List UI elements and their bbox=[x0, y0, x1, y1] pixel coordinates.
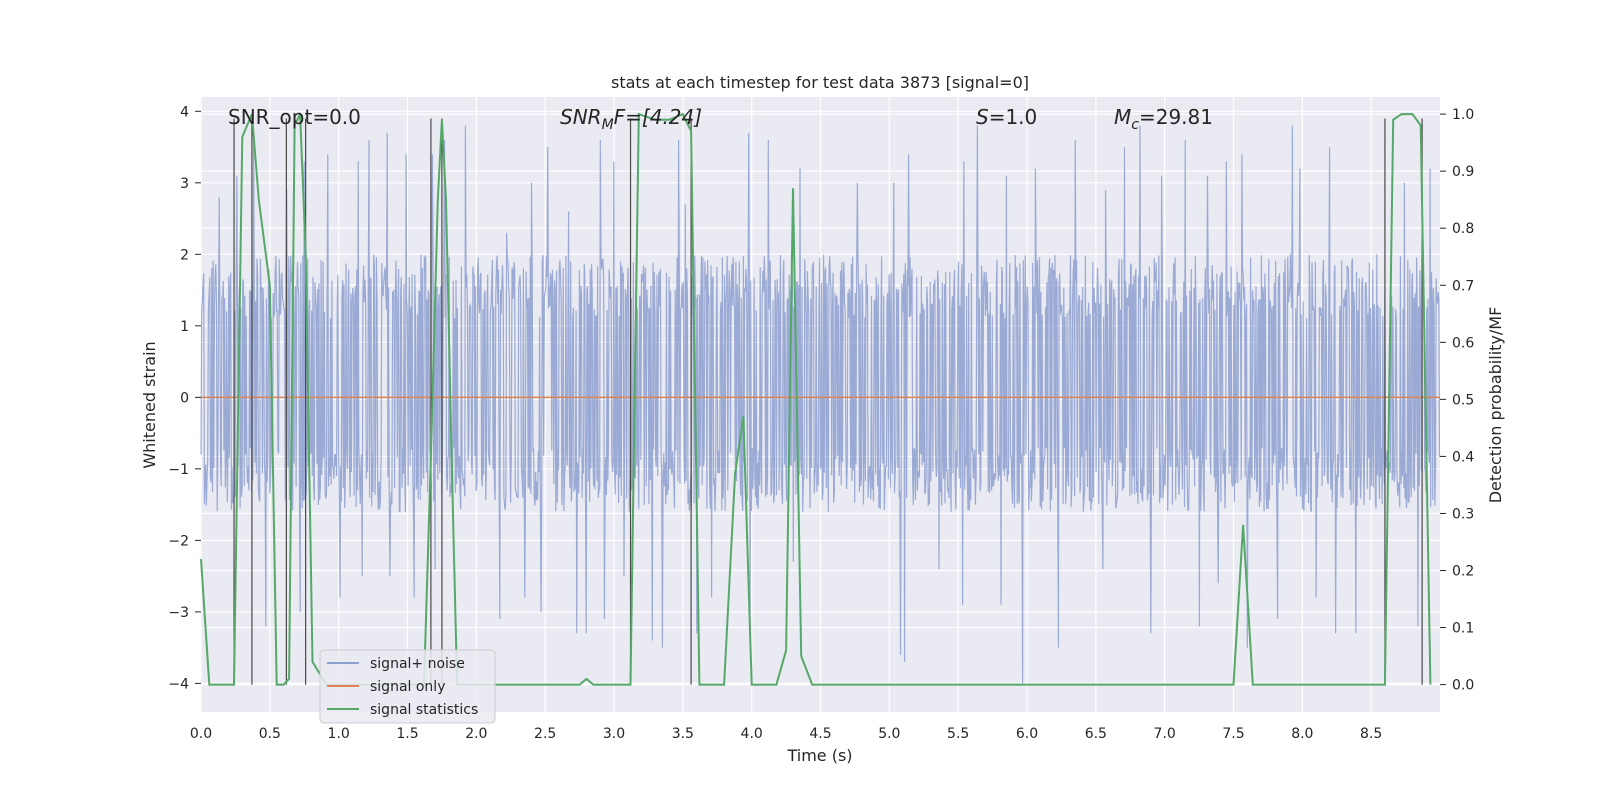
s-annotation: S=1.0 bbox=[976, 105, 1037, 129]
legend-box bbox=[319, 649, 496, 724]
x-tick-label: 1.0 bbox=[328, 726, 350, 742]
y-tick-label-left: −4 bbox=[168, 676, 189, 692]
x-tick-label: 7.5 bbox=[1222, 726, 1244, 742]
s-symbol: S bbox=[976, 105, 989, 129]
x-tick-label: 4.0 bbox=[741, 726, 763, 742]
mc-value: =29.81 bbox=[1139, 105, 1213, 129]
legend: signal+ noise signal only signal statist… bbox=[319, 649, 496, 724]
noise-series bbox=[200, 125, 1441, 684]
y-tick-label-left: −3 bbox=[168, 605, 189, 621]
y-tick-label-left: 4 bbox=[180, 104, 189, 120]
y-tick-label-left: −2 bbox=[168, 533, 189, 549]
y-tick-label-right: 0.9 bbox=[1452, 164, 1474, 180]
x-tick-label: 3.5 bbox=[672, 726, 694, 742]
x-tick-label: 3.0 bbox=[603, 726, 625, 742]
x-tick-label: 1.5 bbox=[396, 726, 418, 742]
y-tick-label-left: 1 bbox=[180, 319, 189, 335]
mc-annotation: Mc=29.81 bbox=[1114, 105, 1213, 133]
x-tick-label: 0.0 bbox=[190, 726, 212, 742]
x-axis-label: Time (s) bbox=[786, 746, 852, 765]
y-tick-label-left: −1 bbox=[168, 462, 189, 478]
y-tick-label-left: 3 bbox=[180, 176, 189, 192]
x-tick-label: 7.0 bbox=[1154, 726, 1176, 742]
x-tick-label: 5.0 bbox=[878, 726, 900, 742]
mc-symbol: M bbox=[1114, 105, 1131, 129]
x-tick-label: 8.0 bbox=[1291, 726, 1313, 742]
y-tick-label-right: 0.4 bbox=[1452, 449, 1474, 465]
y-axis-right-ticks: 1.0 0.9 0.8 0.7 0.6 0.5 0.4 0.3 0.2 0.1 0.0 bbox=[1440, 107, 1474, 694]
y-tick-label-right: 0.8 bbox=[1452, 221, 1474, 237]
x-tick-label: 6.0 bbox=[1016, 726, 1038, 742]
y-axis-left-ticks: 4 3 2 1 0 −1 −2 −3 −4 bbox=[168, 104, 201, 692]
snr-opt-annotation: SNR_opt=0.0 bbox=[228, 105, 361, 129]
x-tick-label: 6.5 bbox=[1085, 726, 1107, 742]
legend-label-noise: signal+ noise bbox=[370, 656, 465, 672]
y-tick-label-right: 0.3 bbox=[1452, 506, 1474, 522]
x-tick-label: 8.5 bbox=[1360, 726, 1382, 742]
y-tick-label-right: 0.7 bbox=[1452, 278, 1474, 294]
y-axis-left-label: Whitened strain bbox=[140, 341, 159, 468]
y-tick-label-right: 0.0 bbox=[1452, 678, 1474, 694]
noise-line bbox=[200, 125, 1441, 684]
x-tick-label: 0.5 bbox=[259, 726, 281, 742]
snr-mf-suffix: F=[4.24] bbox=[614, 105, 702, 129]
x-tick-label: 4.5 bbox=[809, 726, 831, 742]
signal-statistics-series bbox=[200, 112, 1432, 686]
s-value: =1.0 bbox=[989, 105, 1038, 129]
chart-title: stats at each timestep for test data 387… bbox=[611, 73, 1029, 92]
y-tick-label-right: 0.2 bbox=[1452, 564, 1474, 580]
signal-statistics-line bbox=[200, 112, 1432, 686]
x-tick-label: 2.5 bbox=[534, 726, 556, 742]
y-tick-label-right: 0.5 bbox=[1452, 392, 1474, 408]
y-tick-label-left: 2 bbox=[180, 247, 189, 263]
y-tick-label-left: 0 bbox=[180, 390, 189, 406]
y-axis-right-label: Detection probability/MF bbox=[1486, 307, 1505, 504]
legend-label-signal-only: signal only bbox=[370, 679, 445, 695]
legend-label-statistics: signal statistics bbox=[370, 702, 478, 718]
y-tick-label-right: 1.0 bbox=[1452, 107, 1474, 123]
x-tick-label: 5.5 bbox=[947, 726, 969, 742]
y-tick-label-right: 0.6 bbox=[1452, 335, 1474, 351]
snr-mf-annotation: SNRMF=[4.24] bbox=[560, 105, 702, 133]
y-tick-label-right: 0.1 bbox=[1452, 621, 1474, 637]
snr-mf-prefix: SNR bbox=[560, 105, 602, 129]
x-tick-label: 2.0 bbox=[465, 726, 487, 742]
x-axis-ticks: 0.0 0.5 1.0 1.5 2.0 2.5 3.0 3.5 4.0 4.5 5.0 5.5 6.0 6… bbox=[190, 726, 1382, 742]
mc-sub: c bbox=[1131, 117, 1139, 133]
snr-mf-sub: M bbox=[602, 117, 614, 133]
